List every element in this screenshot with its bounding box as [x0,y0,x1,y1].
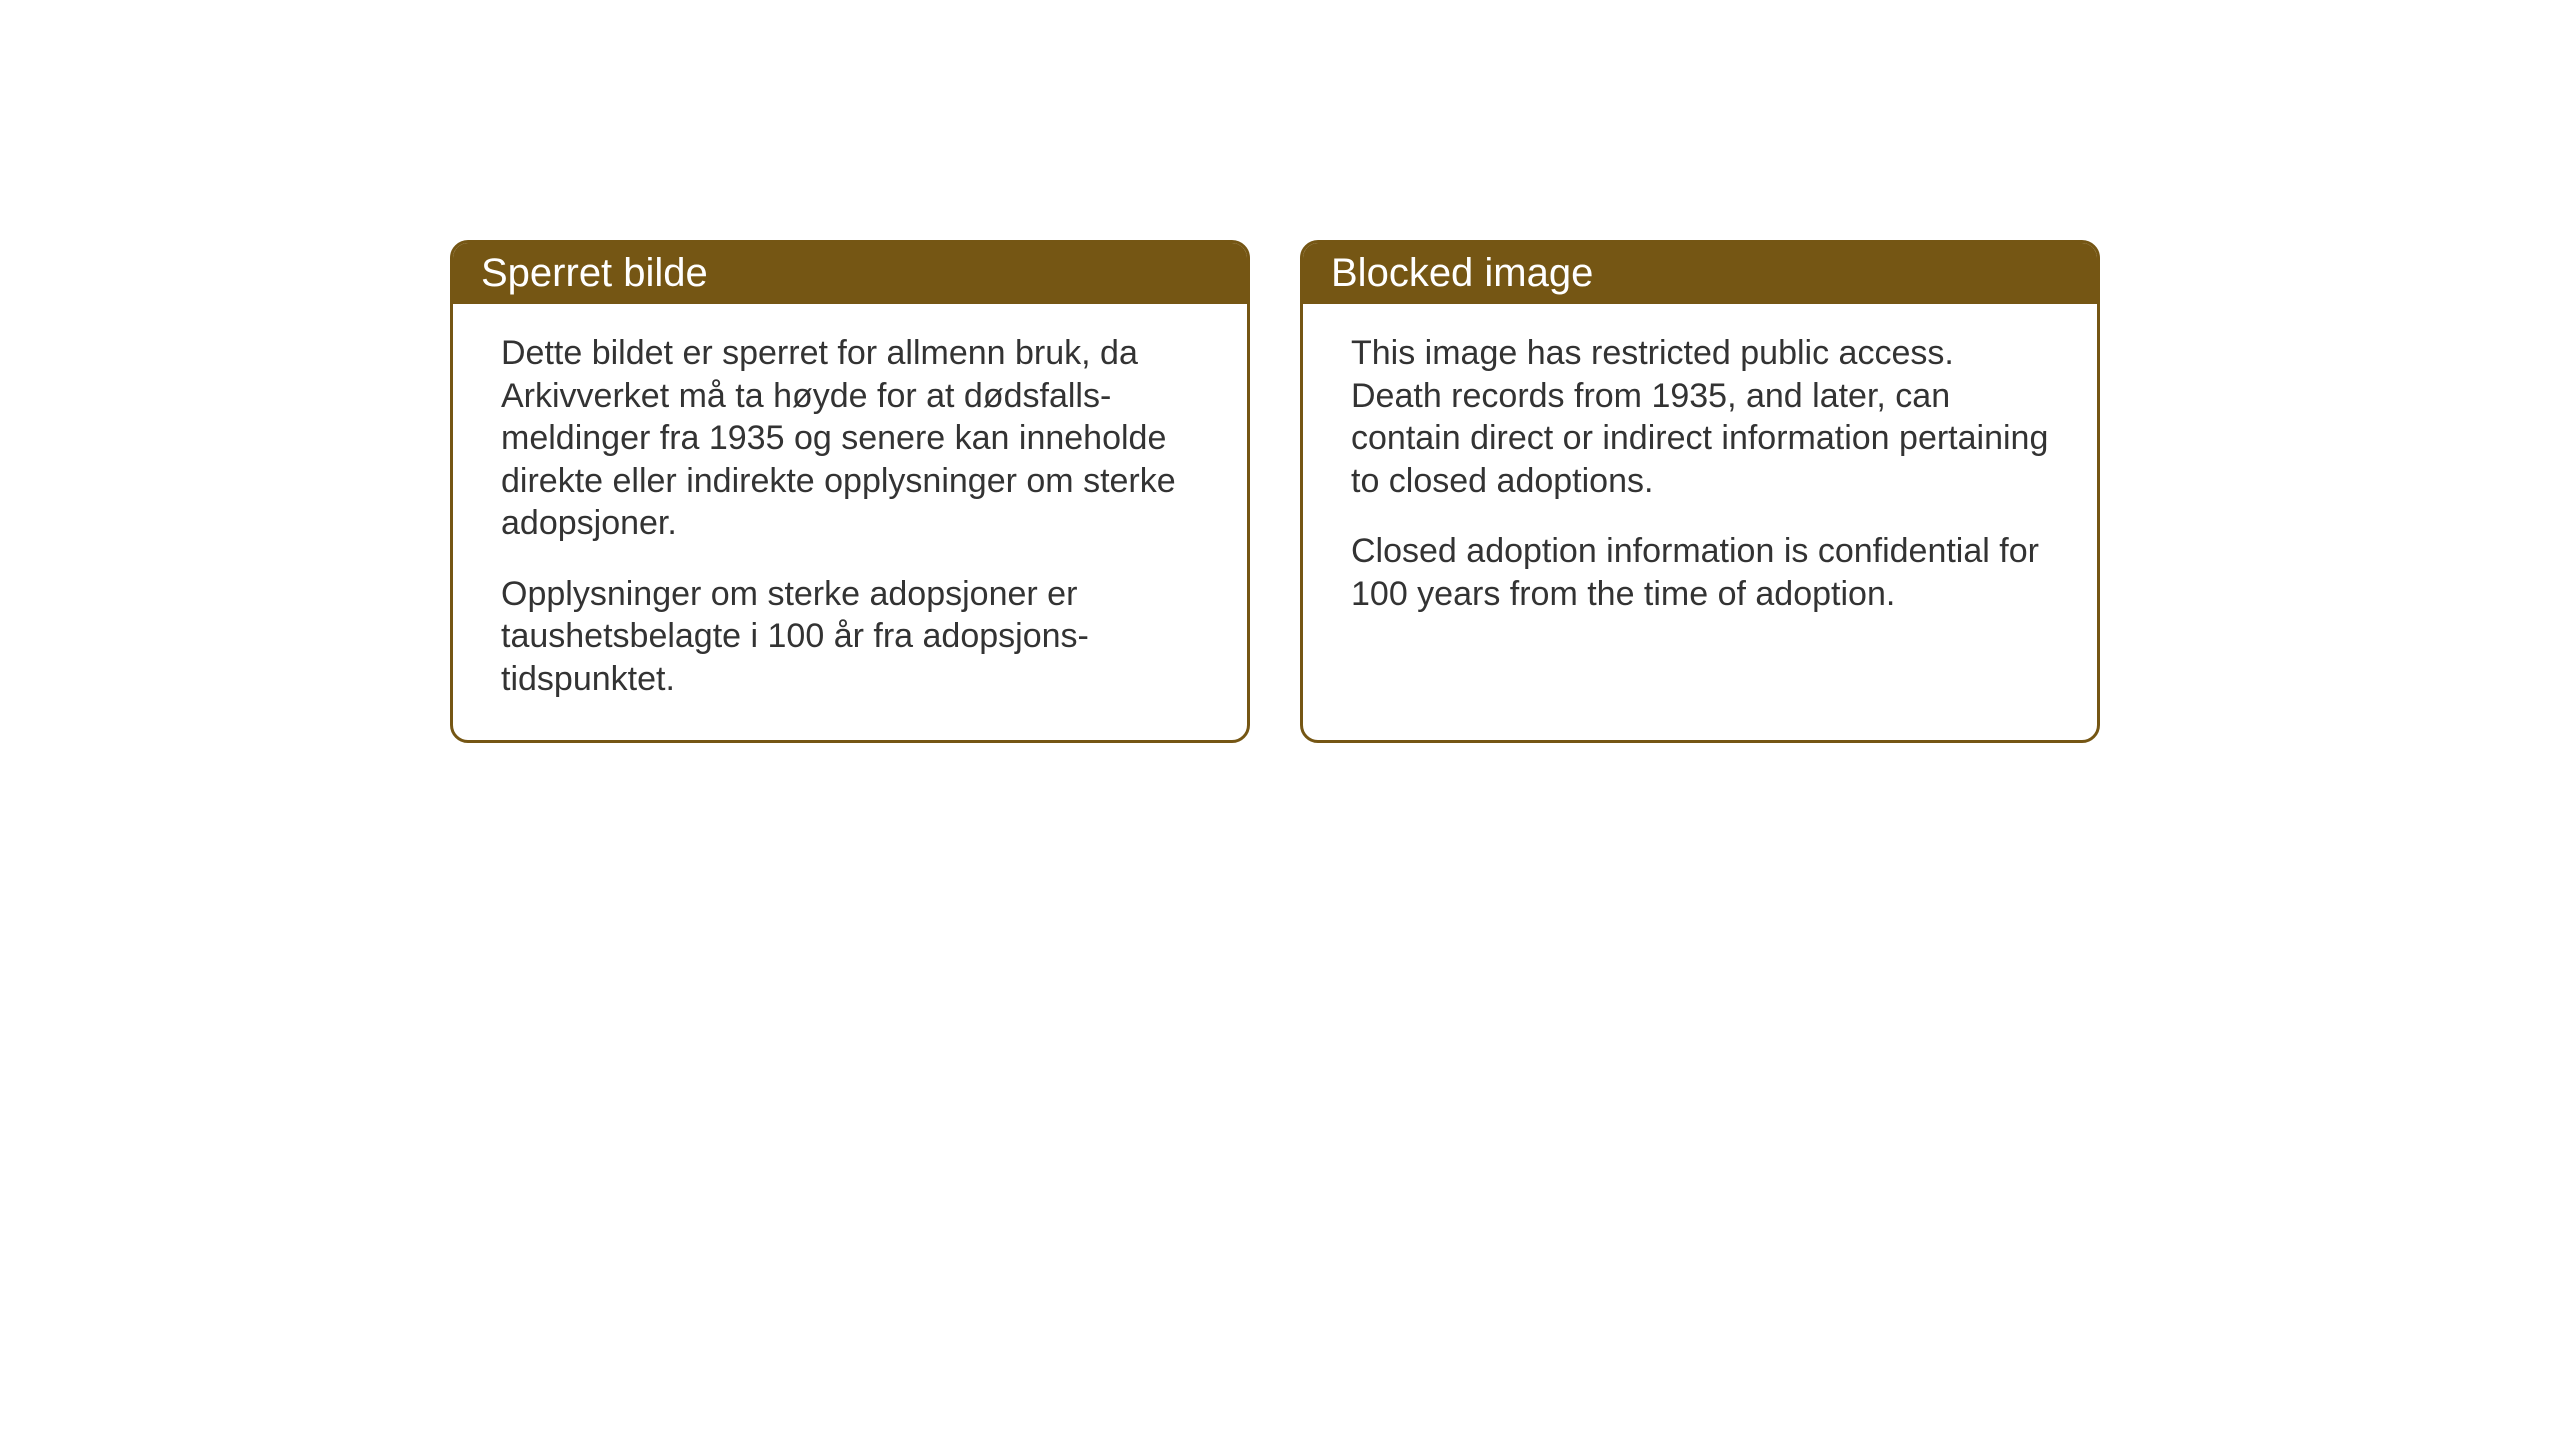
notice-body-english: This image has restricted public access.… [1303,304,2097,716]
notice-paragraph: Dette bildet er sperret for allmenn bruk… [501,332,1199,545]
notice-box-english: Blocked image This image has restricted … [1300,240,2100,743]
notice-header-english: Blocked image [1303,243,2097,304]
notice-body-norwegian: Dette bildet er sperret for allmenn bruk… [453,304,1247,740]
notice-paragraph: Opplysninger om sterke adopsjoner er tau… [501,573,1199,701]
notice-header-norwegian: Sperret bilde [453,243,1247,304]
notice-paragraph: Closed adoption information is confident… [1351,530,2049,615]
notice-box-norwegian: Sperret bilde Dette bildet er sperret fo… [450,240,1250,743]
notices-container: Sperret bilde Dette bildet er sperret fo… [450,240,2100,743]
notice-paragraph: This image has restricted public access.… [1351,332,2049,502]
